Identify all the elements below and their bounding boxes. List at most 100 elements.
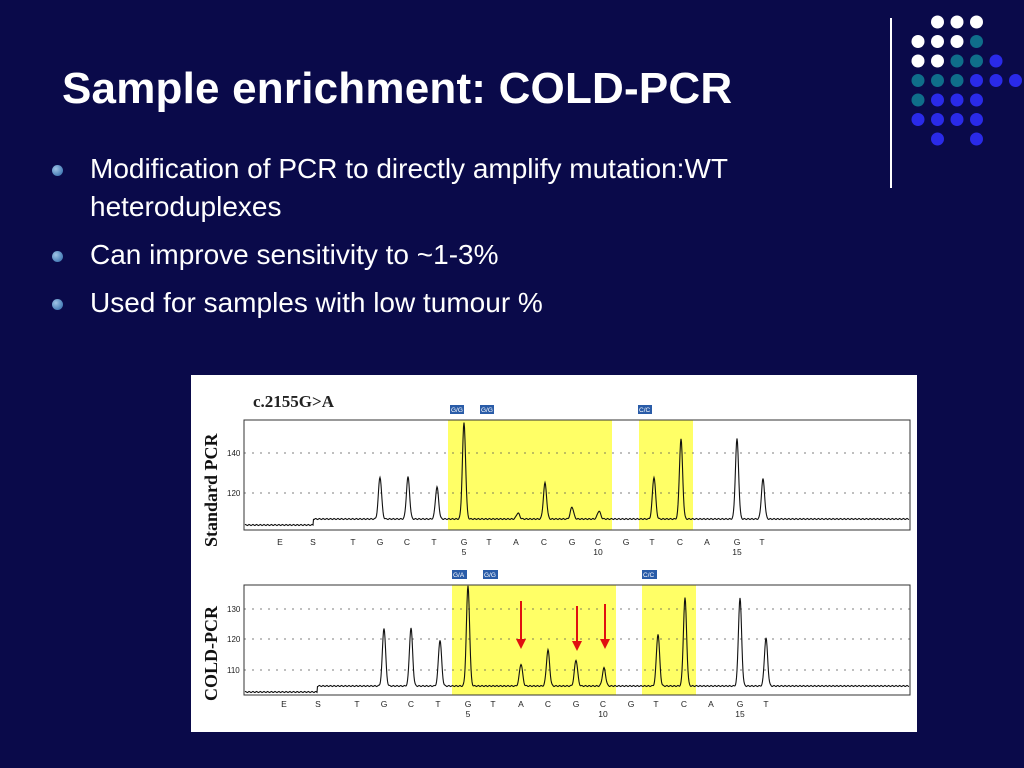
base-call-label: C: [541, 537, 547, 547]
genotype-tag: [642, 570, 657, 579]
base-call-label: C: [404, 537, 410, 547]
genotype-tag-label: G/A: [453, 572, 465, 579]
base-call-label: T: [431, 537, 436, 547]
decorative-dot: [911, 113, 925, 126]
genotype-tag-label: G/G: [451, 407, 463, 414]
decorative-dot: [911, 54, 925, 68]
highlight-region: [452, 585, 616, 695]
base-call-label: C: [677, 537, 683, 547]
base-call-label: C: [595, 537, 601, 547]
decorative-dot: [931, 54, 944, 68]
base-call-label: A: [708, 699, 714, 709]
base-call-label: S: [310, 537, 316, 547]
decorative-dot: [931, 15, 944, 29]
base-call-label: A: [513, 537, 519, 547]
y-tick-label: 140: [227, 449, 241, 458]
cold-pcr-panel: COLD-PCR 130 120 110 G/A G/G C/C E S T G C T G…: [201, 570, 911, 719]
standard-pcr-panel: Standard PCR 140 120 G/G G/G C/C E S T G C T G…: [201, 405, 911, 557]
base-call-label: G: [381, 699, 388, 709]
chromatogram-svg: c.2155G>A Standard PCR 140 120 G/G G/G C…: [201, 392, 911, 719]
y-tick-label: 120: [227, 635, 241, 644]
highlight-region: [642, 585, 696, 695]
base-call-label: T: [653, 699, 658, 709]
decorative-dot: [950, 15, 964, 29]
decorative-dot: [911, 93, 925, 107]
genotype-tag: [483, 570, 498, 579]
decorative-dot: [1009, 74, 1022, 87]
base-call-label: G: [623, 537, 630, 547]
bullet-text: Used for samples with low tumour %: [90, 287, 543, 318]
decorative-dot: [931, 113, 944, 126]
base-call-label: G: [734, 537, 741, 547]
decorative-dot: [950, 74, 964, 87]
base-call-label: T: [759, 537, 764, 547]
decorative-dot: [950, 113, 964, 126]
decorative-dot: [950, 35, 964, 48]
decorative-dot: [970, 15, 983, 29]
base-call-label: E: [277, 537, 283, 547]
base-call-label: C: [408, 699, 414, 709]
base-call-label: T: [486, 537, 491, 547]
genotype-tag-label: G/G: [484, 572, 496, 579]
decorative-dot: [931, 35, 944, 48]
base-position-label: 10: [598, 709, 608, 719]
base-call-label: T: [763, 699, 768, 709]
decorative-dot: [989, 74, 1003, 87]
y-tick-label: 130: [227, 605, 241, 614]
base-call-label: G: [628, 699, 635, 709]
plot-frame: [243, 419, 911, 531]
base-position-label: 15: [735, 709, 745, 719]
base-call-label: T: [354, 699, 359, 709]
bullet-icon: [52, 299, 63, 310]
decorative-dot: [911, 74, 925, 87]
mutation-arrow: [516, 601, 526, 649]
bullet-item: Used for samples with low tumour %: [50, 284, 880, 322]
decorative-dot: [970, 132, 983, 146]
bullet-item: Can improve sensitivity to ~1-3%: [50, 236, 880, 274]
sequencing-chromatogram-figure: c.2155G>A Standard PCR 140 120 G/G G/G C…: [191, 375, 917, 732]
base-call-label: G: [377, 537, 384, 547]
y-tick-label: 110: [227, 666, 240, 675]
base-call-label: G: [573, 699, 580, 709]
chromatogram-trace: [244, 422, 910, 527]
genotype-tag-label: C/C: [639, 407, 651, 414]
bullet-item: Modification of PCR to directly amplify …: [50, 150, 880, 226]
decorative-dot: [970, 54, 983, 68]
highlight-region: [448, 420, 612, 530]
base-call-label: T: [435, 699, 440, 709]
decorative-dot: [931, 93, 944, 107]
base-call-label: A: [518, 699, 524, 709]
base-call-label: A: [704, 537, 710, 547]
base-call-label: T: [649, 537, 654, 547]
genotype-tag: [452, 570, 467, 579]
decorative-dot: [970, 113, 983, 126]
base-position-label: 5: [462, 547, 467, 557]
slide-title: Sample enrichment: COLD-PCR: [62, 64, 733, 113]
genotype-tag: [450, 405, 464, 414]
bullet-icon: [52, 165, 63, 176]
base-position-label: 5: [466, 709, 471, 719]
y-tick-label: 120: [227, 489, 241, 498]
base-call-label: C: [600, 699, 606, 709]
genotype-tag: [638, 405, 652, 414]
bullet-icon: [52, 251, 63, 262]
base-call-label: G: [461, 537, 468, 547]
base-call-label: S: [315, 699, 321, 709]
base-call-label: G: [737, 699, 744, 709]
base-position-label: 10: [593, 547, 603, 557]
bullet-text: Can improve sensitivity to ~1-3%: [90, 239, 499, 270]
base-call-label: G: [569, 537, 576, 547]
mutation-label: c.2155G>A: [253, 392, 335, 411]
mutation-arrow: [572, 606, 582, 651]
decorative-dot: [970, 35, 983, 48]
bullet-list: Modification of PCR to directly amplify …: [50, 150, 880, 332]
plot-frame: [243, 584, 911, 696]
base-call-label: G: [465, 699, 472, 709]
mutation-arrow: [600, 604, 610, 649]
genotype-tag-label: G/G: [481, 407, 493, 414]
bullet-text: Modification of PCR to directly amplify …: [90, 153, 728, 222]
decorative-dot: [950, 93, 964, 107]
standard-pcr-label: Standard PCR: [201, 432, 221, 547]
decorative-dot: [950, 54, 964, 68]
base-call-label: T: [350, 537, 355, 547]
